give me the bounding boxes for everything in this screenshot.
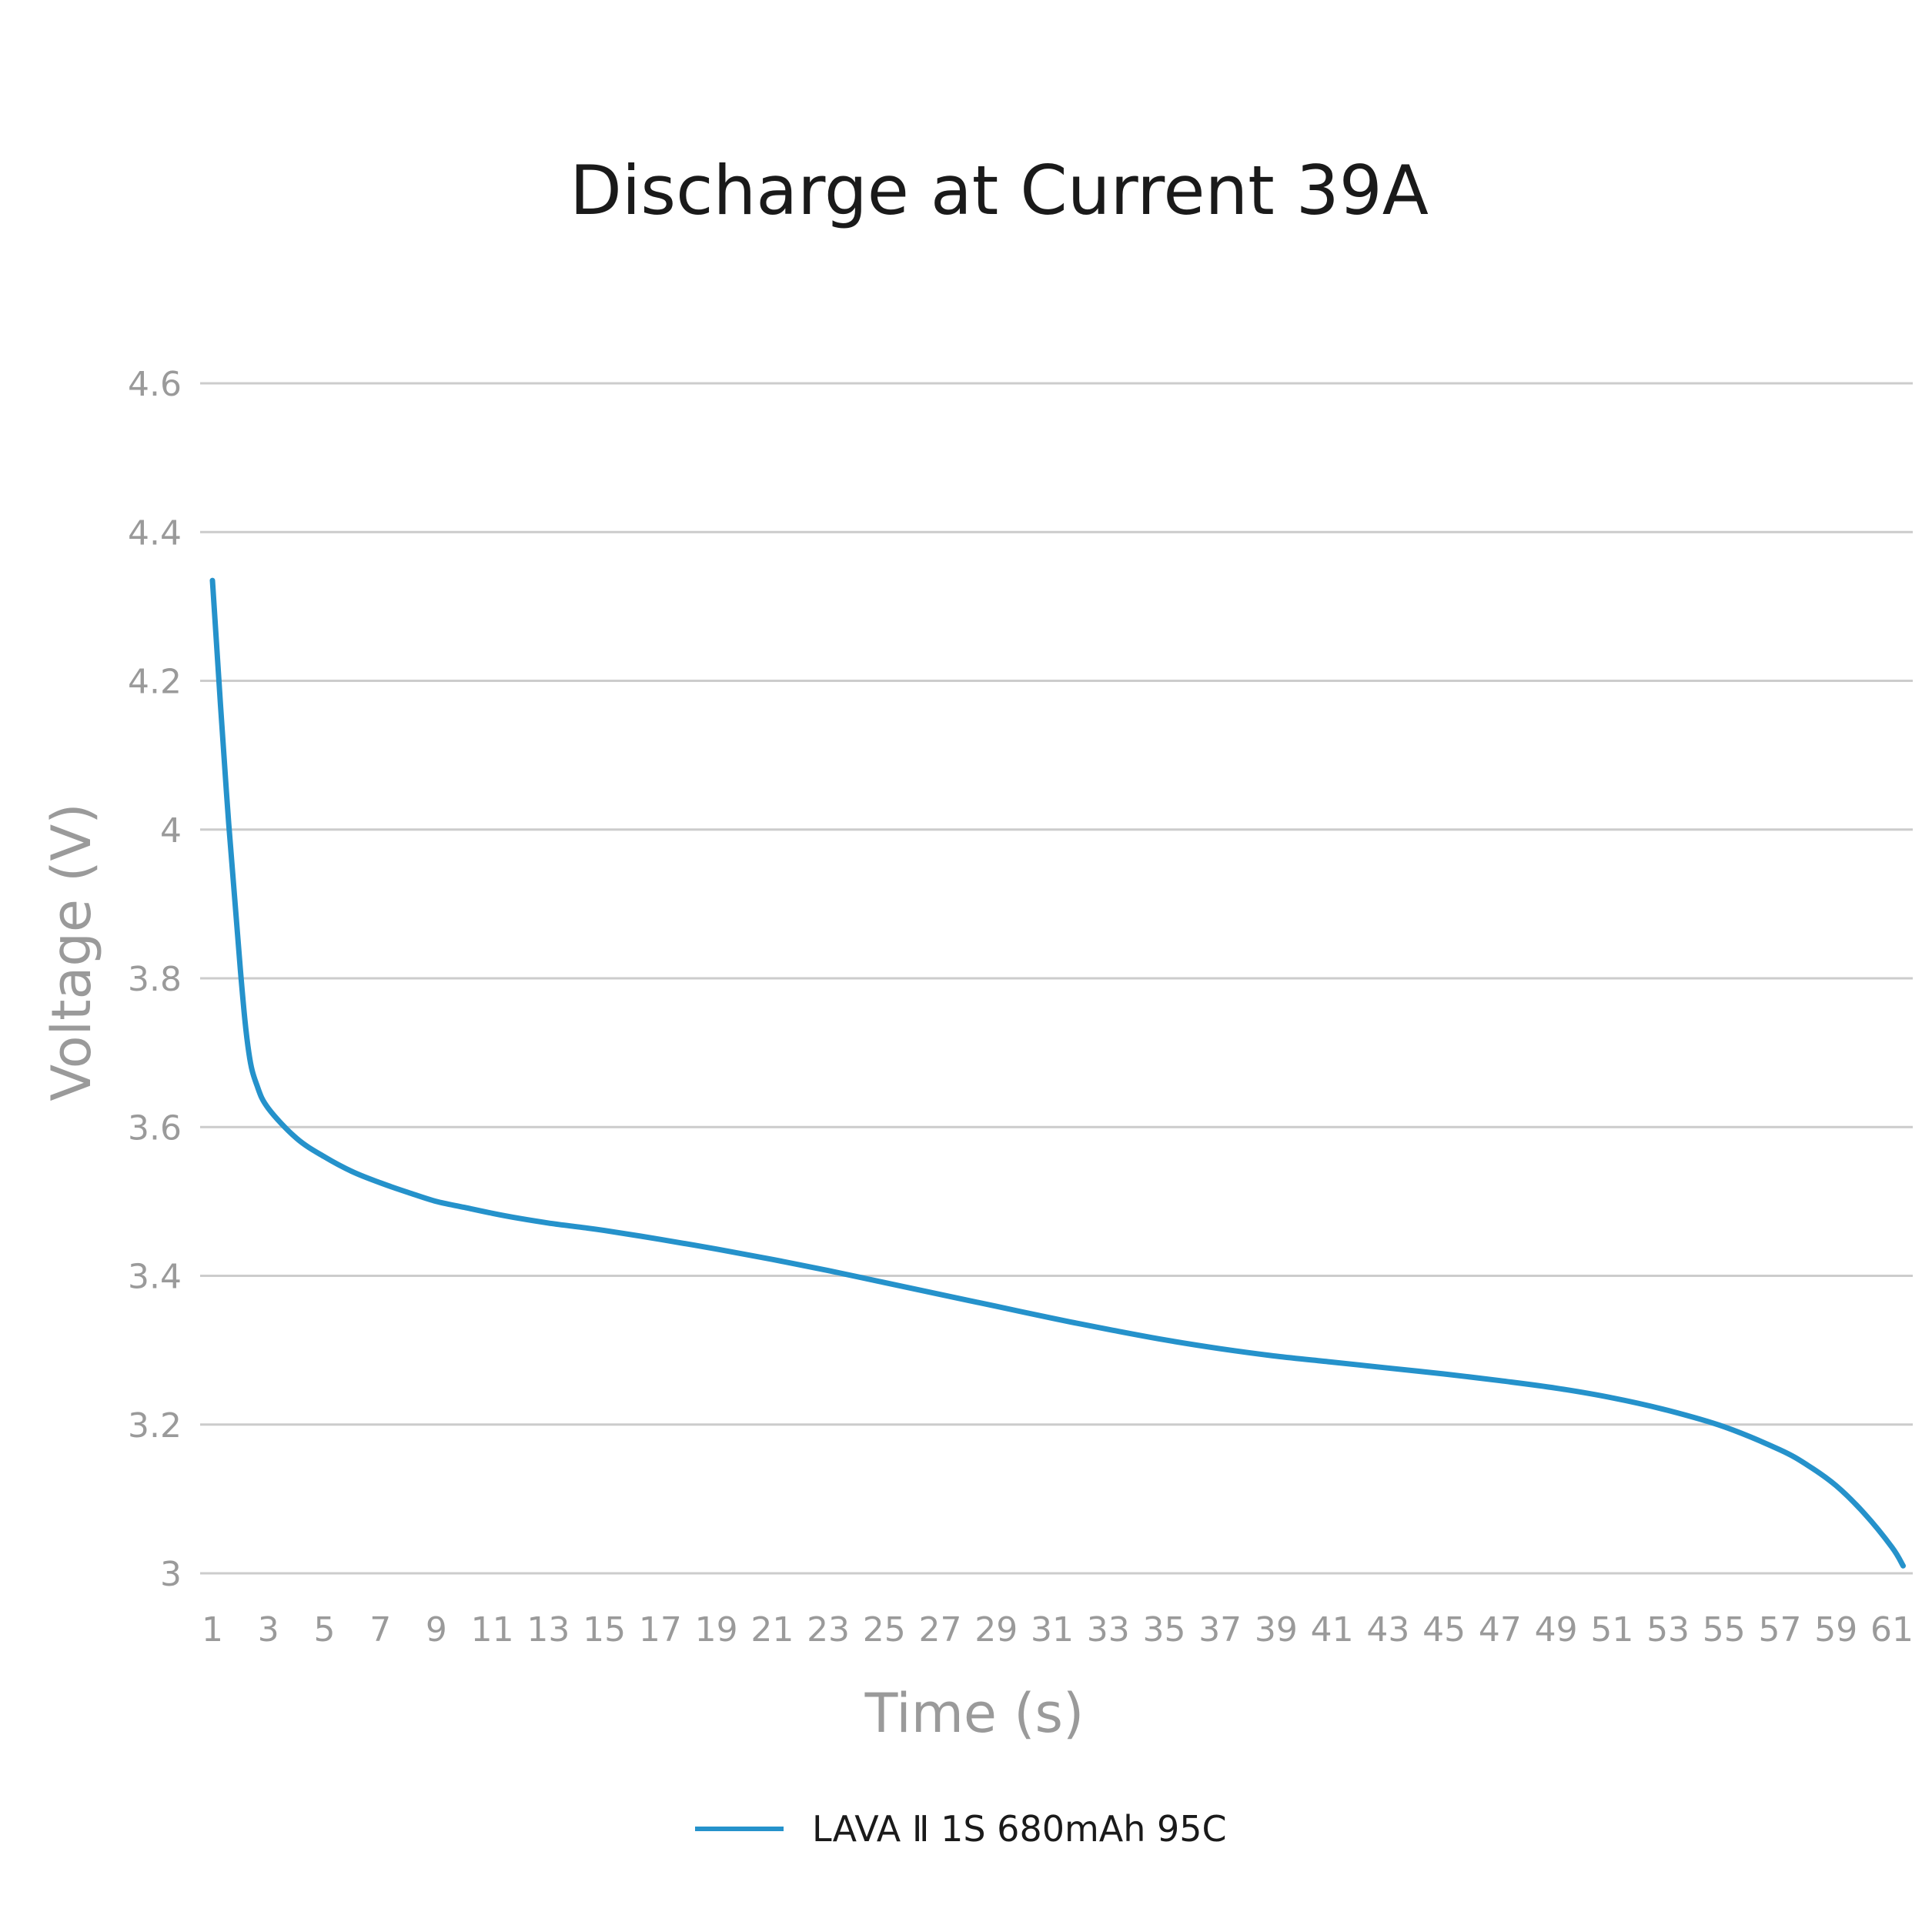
legend: LAVA Ⅱ 1S 680mAh 95C (695, 1808, 1227, 1850)
x-tick-label: 19 (695, 1610, 738, 1650)
y-tick-label: 4.2 (128, 663, 182, 702)
x-tick-label: 35 (1142, 1610, 1185, 1650)
x-tick-label: 25 (863, 1610, 906, 1650)
x-tick-label: 43 (1366, 1610, 1409, 1650)
x-tick-label: 33 (1087, 1610, 1130, 1650)
series-group (209, 577, 1906, 1569)
x-tick-label: 45 (1422, 1610, 1466, 1650)
x-tick-label: 9 (426, 1610, 447, 1650)
chart-title: Discharge at Current 39A (570, 151, 1429, 230)
y-tick-label: 4.6 (128, 365, 182, 404)
x-tick-label: 47 (1479, 1610, 1522, 1650)
gridlines (200, 382, 1913, 1575)
y-tick-label: 3 (160, 1555, 182, 1594)
x-tick-label: 61 (1870, 1610, 1914, 1650)
x-tick-label: 21 (750, 1610, 794, 1650)
x-tick-label: 49 (1535, 1610, 1578, 1650)
y-tick-label: 3.4 (128, 1258, 182, 1297)
x-tick-label: 13 (526, 1610, 570, 1650)
x-axis-ticks: 1 3 5 7 9 11 13 15 17 19 21 23 25 27 29 31 33 35 37 39 41 43 4… (202, 1610, 1914, 1650)
y-tick-label: 3.6 (128, 1108, 182, 1148)
series-line (209, 577, 1906, 1569)
y-axis-label: Voltage (V) (40, 803, 103, 1101)
x-tick-label: 1 (202, 1610, 223, 1650)
x-tick-label: 37 (1198, 1610, 1242, 1650)
x-tick-label: 57 (1759, 1610, 1802, 1650)
x-tick-label: 3 (258, 1610, 279, 1650)
y-tick-label: 4 (160, 811, 182, 851)
x-tick-label: 39 (1255, 1610, 1298, 1650)
x-tick-label: 41 (1311, 1610, 1354, 1650)
y-tick-label: 3.8 (128, 960, 182, 999)
x-tick-label: 51 (1590, 1610, 1633, 1650)
x-axis-label: Time (s) (864, 1682, 1085, 1745)
x-tick-label: 27 (919, 1610, 962, 1650)
x-tick-label: 59 (1814, 1610, 1857, 1650)
x-tick-label: 31 (1031, 1610, 1074, 1650)
x-tick-label: 17 (639, 1610, 682, 1650)
x-tick-label: 5 (313, 1610, 335, 1650)
x-tick-label: 15 (583, 1610, 626, 1650)
y-tick-label: 4.4 (128, 513, 182, 553)
legend-label: LAVA Ⅱ 1S 680mAh 95C (812, 1808, 1227, 1850)
x-tick-label: 29 (974, 1610, 1018, 1650)
x-tick-label: 11 (471, 1610, 514, 1650)
x-tick-label: 53 (1646, 1610, 1690, 1650)
x-tick-label: 23 (807, 1610, 850, 1650)
y-axis-ticks: 4.6 4.4 4.2 4 3.8 3.6 3.4 3.2 3 (128, 365, 182, 1594)
y-tick-label: 3.2 (128, 1406, 182, 1446)
x-tick-label: 7 (369, 1610, 391, 1650)
x-tick-label: 55 (1703, 1610, 1746, 1650)
